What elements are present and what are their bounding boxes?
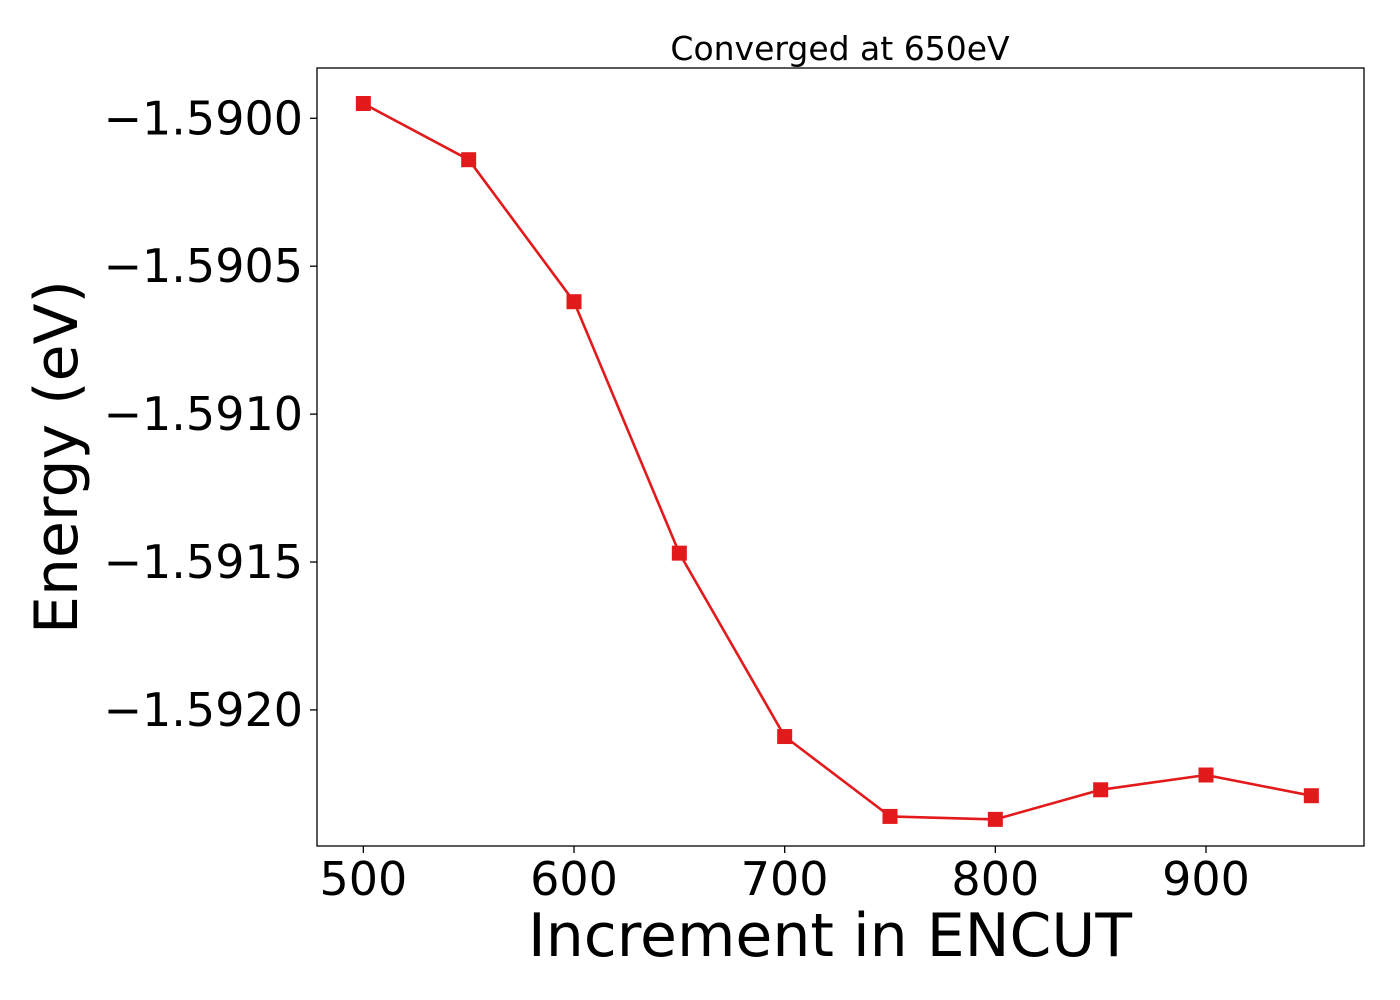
data-point bbox=[461, 152, 477, 168]
y-axis: −1.5900 −1.5905 −1.5910 −1.5915 −1.5920 bbox=[104, 91, 317, 737]
series-line bbox=[362, 102, 1312, 821]
x-tick-label: 500 bbox=[319, 852, 407, 906]
x-tick-label: 800 bbox=[951, 852, 1039, 906]
x-tick-label: 900 bbox=[1162, 852, 1250, 906]
data-point bbox=[355, 95, 371, 111]
data-point bbox=[671, 545, 687, 561]
chart-title: Converged at 650eV bbox=[670, 29, 1010, 68]
x-tick-label: 600 bbox=[530, 852, 618, 906]
series-layer bbox=[355, 95, 1319, 827]
x-tick-label: 700 bbox=[741, 852, 829, 906]
x-axis-label: Increment in ENCUT bbox=[528, 901, 1132, 971]
data-point bbox=[1093, 782, 1109, 798]
plot-frame bbox=[316, 67, 1365, 847]
data-point bbox=[1303, 788, 1319, 804]
data-point bbox=[987, 811, 1003, 827]
data-point bbox=[882, 808, 898, 824]
data-point bbox=[777, 729, 793, 745]
y-tick-label: −1.5915 bbox=[104, 535, 304, 589]
y-tick-label: −1.5920 bbox=[104, 683, 304, 737]
y-tick-label: −1.5910 bbox=[104, 387, 304, 441]
data-point bbox=[1198, 767, 1214, 783]
y-axis-label: Energy (eV) bbox=[22, 280, 92, 634]
y-tick-label: −1.5900 bbox=[104, 91, 304, 145]
data-point bbox=[566, 294, 582, 310]
x-axis: 500 600 700 800 900 bbox=[319, 846, 1250, 906]
y-tick-label: −1.5905 bbox=[104, 239, 304, 293]
